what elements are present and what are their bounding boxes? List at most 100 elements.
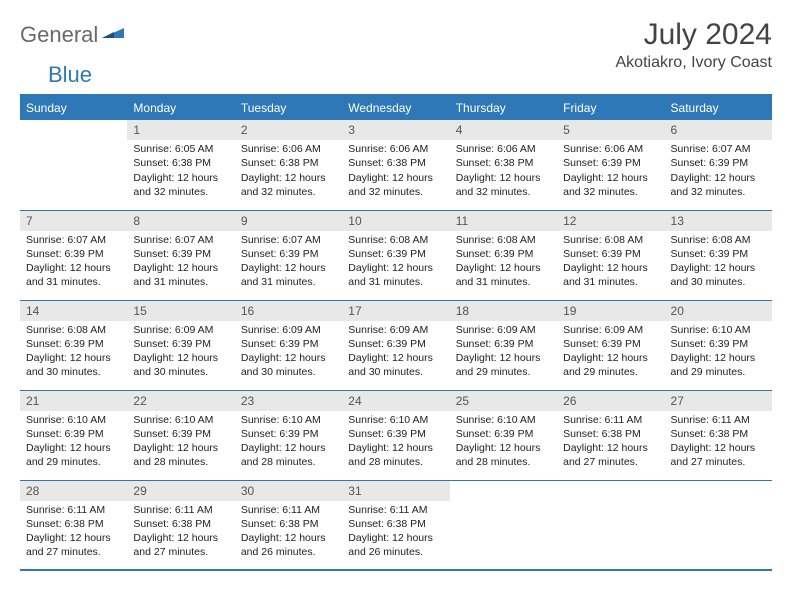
sunrise-text: Sunrise: 6:06 AM bbox=[456, 142, 551, 156]
calendar-day-cell: 1Sunrise: 6:05 AMSunset: 6:38 PMDaylight… bbox=[127, 120, 234, 210]
sunrise-text: Sunrise: 6:07 AM bbox=[133, 233, 228, 247]
sunset-text: Sunset: 6:39 PM bbox=[671, 337, 766, 351]
sunrise-text: Sunrise: 6:10 AM bbox=[348, 413, 443, 427]
weekday-header: Wednesday bbox=[342, 95, 449, 120]
day-detail: Sunrise: 6:07 AMSunset: 6:39 PMDaylight:… bbox=[235, 231, 342, 294]
calendar-day-cell: 24Sunrise: 6:10 AMSunset: 6:39 PMDayligh… bbox=[342, 390, 449, 480]
daylight-text: Daylight: 12 hours and 26 minutes. bbox=[348, 531, 443, 559]
day-number: 30 bbox=[235, 481, 342, 501]
sunrise-text: Sunrise: 6:11 AM bbox=[563, 413, 658, 427]
calendar-day-cell bbox=[450, 480, 557, 570]
day-number: 12 bbox=[557, 211, 664, 231]
day-number: 16 bbox=[235, 301, 342, 321]
sunrise-text: Sunrise: 6:08 AM bbox=[671, 233, 766, 247]
day-number: 21 bbox=[20, 391, 127, 411]
day-number: 23 bbox=[235, 391, 342, 411]
day-detail: Sunrise: 6:06 AMSunset: 6:38 PMDaylight:… bbox=[450, 140, 557, 203]
daylight-text: Daylight: 12 hours and 31 minutes. bbox=[348, 261, 443, 289]
sunset-text: Sunset: 6:38 PM bbox=[133, 156, 228, 170]
day-number: 9 bbox=[235, 211, 342, 231]
calendar-day-cell: 3Sunrise: 6:06 AMSunset: 6:38 PMDaylight… bbox=[342, 120, 449, 210]
sunrise-text: Sunrise: 6:09 AM bbox=[348, 323, 443, 337]
sunset-text: Sunset: 6:38 PM bbox=[348, 517, 443, 531]
sunrise-text: Sunrise: 6:09 AM bbox=[563, 323, 658, 337]
sunset-text: Sunset: 6:38 PM bbox=[241, 156, 336, 170]
sunset-text: Sunset: 6:39 PM bbox=[456, 427, 551, 441]
day-number: 28 bbox=[20, 481, 127, 501]
daylight-text: Daylight: 12 hours and 32 minutes. bbox=[671, 171, 766, 199]
day-detail: Sunrise: 6:05 AMSunset: 6:38 PMDaylight:… bbox=[127, 140, 234, 203]
sunrise-text: Sunrise: 6:10 AM bbox=[26, 413, 121, 427]
day-detail: Sunrise: 6:08 AMSunset: 6:39 PMDaylight:… bbox=[665, 231, 772, 294]
day-number: 24 bbox=[342, 391, 449, 411]
day-detail: Sunrise: 6:11 AMSunset: 6:38 PMDaylight:… bbox=[557, 411, 664, 474]
day-number: 4 bbox=[450, 120, 557, 140]
day-number bbox=[450, 481, 557, 485]
day-detail: Sunrise: 6:10 AMSunset: 6:39 PMDaylight:… bbox=[665, 321, 772, 384]
calendar-day-cell: 29Sunrise: 6:11 AMSunset: 6:38 PMDayligh… bbox=[127, 480, 234, 570]
sunrise-text: Sunrise: 6:11 AM bbox=[348, 503, 443, 517]
sunset-text: Sunset: 6:39 PM bbox=[456, 247, 551, 261]
sunset-text: Sunset: 6:39 PM bbox=[26, 337, 121, 351]
calendar-day-cell: 18Sunrise: 6:09 AMSunset: 6:39 PMDayligh… bbox=[450, 300, 557, 390]
day-number: 2 bbox=[235, 120, 342, 140]
day-number: 3 bbox=[342, 120, 449, 140]
day-detail: Sunrise: 6:10 AMSunset: 6:39 PMDaylight:… bbox=[450, 411, 557, 474]
day-number: 17 bbox=[342, 301, 449, 321]
daylight-text: Daylight: 12 hours and 32 minutes. bbox=[133, 171, 228, 199]
sunrise-text: Sunrise: 6:07 AM bbox=[671, 142, 766, 156]
calendar-header: SundayMondayTuesdayWednesdayThursdayFrid… bbox=[20, 95, 772, 120]
day-number: 14 bbox=[20, 301, 127, 321]
sunset-text: Sunset: 6:39 PM bbox=[241, 427, 336, 441]
sunset-text: Sunset: 6:39 PM bbox=[348, 337, 443, 351]
daylight-text: Daylight: 12 hours and 29 minutes. bbox=[671, 351, 766, 379]
day-detail: Sunrise: 6:11 AMSunset: 6:38 PMDaylight:… bbox=[235, 501, 342, 564]
daylight-text: Daylight: 12 hours and 26 minutes. bbox=[241, 531, 336, 559]
day-detail: Sunrise: 6:09 AMSunset: 6:39 PMDaylight:… bbox=[450, 321, 557, 384]
calendar-day-cell: 27Sunrise: 6:11 AMSunset: 6:38 PMDayligh… bbox=[665, 390, 772, 480]
day-detail: Sunrise: 6:10 AMSunset: 6:39 PMDaylight:… bbox=[127, 411, 234, 474]
calendar-day-cell: 8Sunrise: 6:07 AMSunset: 6:39 PMDaylight… bbox=[127, 210, 234, 300]
calendar-day-cell: 13Sunrise: 6:08 AMSunset: 6:39 PMDayligh… bbox=[665, 210, 772, 300]
day-detail: Sunrise: 6:06 AMSunset: 6:38 PMDaylight:… bbox=[235, 140, 342, 203]
sunset-text: Sunset: 6:38 PM bbox=[671, 427, 766, 441]
weekday-header: Sunday bbox=[20, 95, 127, 120]
daylight-text: Daylight: 12 hours and 28 minutes. bbox=[456, 441, 551, 469]
day-detail: Sunrise: 6:11 AMSunset: 6:38 PMDaylight:… bbox=[20, 501, 127, 564]
calendar-table: SundayMondayTuesdayWednesdayThursdayFrid… bbox=[20, 94, 772, 571]
sunrise-text: Sunrise: 6:06 AM bbox=[241, 142, 336, 156]
day-detail: Sunrise: 6:08 AMSunset: 6:39 PMDaylight:… bbox=[450, 231, 557, 294]
sunset-text: Sunset: 6:38 PM bbox=[456, 156, 551, 170]
calendar-day-cell: 7Sunrise: 6:07 AMSunset: 6:39 PMDaylight… bbox=[20, 210, 127, 300]
sunset-text: Sunset: 6:39 PM bbox=[563, 156, 658, 170]
calendar-day-cell: 28Sunrise: 6:11 AMSunset: 6:38 PMDayligh… bbox=[20, 480, 127, 570]
logo-text-blue: Blue bbox=[48, 62, 92, 88]
sunrise-text: Sunrise: 6:06 AM bbox=[563, 142, 658, 156]
calendar-day-cell bbox=[665, 480, 772, 570]
day-number: 1 bbox=[127, 120, 234, 140]
location-label: Akotiakro, Ivory Coast bbox=[616, 54, 773, 72]
sunrise-text: Sunrise: 6:08 AM bbox=[456, 233, 551, 247]
sunrise-text: Sunrise: 6:11 AM bbox=[671, 413, 766, 427]
daylight-text: Daylight: 12 hours and 29 minutes. bbox=[26, 441, 121, 469]
weekday-header: Tuesday bbox=[235, 95, 342, 120]
calendar-day-cell: 11Sunrise: 6:08 AMSunset: 6:39 PMDayligh… bbox=[450, 210, 557, 300]
calendar-day-cell: 16Sunrise: 6:09 AMSunset: 6:39 PMDayligh… bbox=[235, 300, 342, 390]
sunrise-text: Sunrise: 6:09 AM bbox=[133, 323, 228, 337]
calendar-day-cell bbox=[20, 120, 127, 210]
calendar-day-cell: 25Sunrise: 6:10 AMSunset: 6:39 PMDayligh… bbox=[450, 390, 557, 480]
calendar-day-cell: 26Sunrise: 6:11 AMSunset: 6:38 PMDayligh… bbox=[557, 390, 664, 480]
daylight-text: Daylight: 12 hours and 31 minutes. bbox=[563, 261, 658, 289]
daylight-text: Daylight: 12 hours and 31 minutes. bbox=[26, 261, 121, 289]
day-number bbox=[557, 481, 664, 485]
calendar-week-row: 7Sunrise: 6:07 AMSunset: 6:39 PMDaylight… bbox=[20, 210, 772, 300]
calendar-week-row: 28Sunrise: 6:11 AMSunset: 6:38 PMDayligh… bbox=[20, 480, 772, 570]
sunset-text: Sunset: 6:39 PM bbox=[241, 337, 336, 351]
sunrise-text: Sunrise: 6:10 AM bbox=[456, 413, 551, 427]
daylight-text: Daylight: 12 hours and 31 minutes. bbox=[133, 261, 228, 289]
daylight-text: Daylight: 12 hours and 27 minutes. bbox=[26, 531, 121, 559]
day-detail: Sunrise: 6:09 AMSunset: 6:39 PMDaylight:… bbox=[235, 321, 342, 384]
daylight-text: Daylight: 12 hours and 30 minutes. bbox=[348, 351, 443, 379]
day-detail: Sunrise: 6:11 AMSunset: 6:38 PMDaylight:… bbox=[127, 501, 234, 564]
sunrise-text: Sunrise: 6:09 AM bbox=[456, 323, 551, 337]
